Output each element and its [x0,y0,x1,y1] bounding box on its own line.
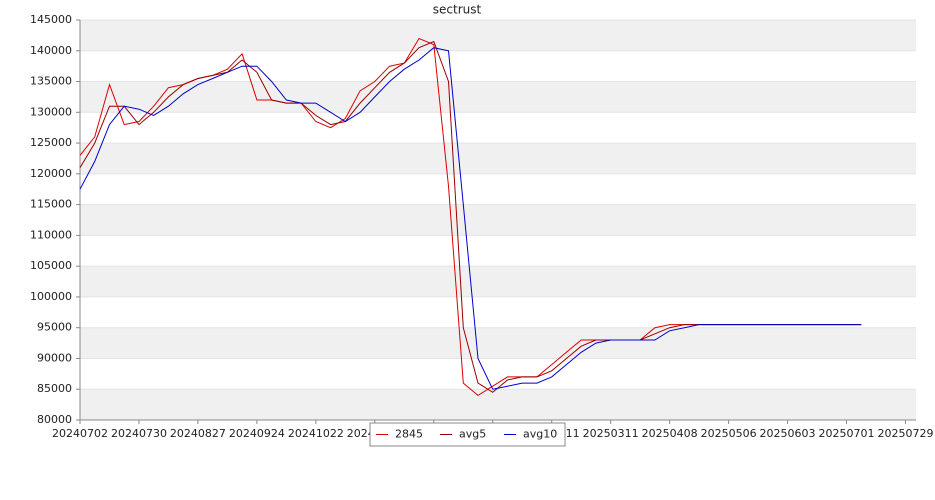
y-tick-label: 140000 [30,44,72,57]
x-tick-label: 20240730 [111,427,167,440]
x-tick-label: 20250408 [642,427,698,440]
x-tick-label: 20250603 [760,427,816,440]
y-tick-label: 145000 [30,13,72,26]
y-tick-label: 135000 [30,75,72,88]
legend-box [369,422,566,447]
x-tick-label: 20250701 [819,427,875,440]
legend-label: avg5 [459,428,486,441]
grid-band [80,266,916,297]
x-tick-label: 20240702 [52,427,108,440]
y-tick-label: 90000 [37,351,72,364]
chart-title: sectrust [433,3,482,17]
legend-label: 2845 [395,428,423,441]
x-tick-label: 20250311 [583,427,639,440]
grid-band [80,143,916,174]
grid-band [80,327,916,359]
y-tick-label: 85000 [37,382,72,395]
grid-band [80,204,916,236]
x-tick-label: 20240827 [170,427,226,440]
y-tick-label: 130000 [30,105,72,118]
series-line [79,47,862,390]
y-tick-label: 105000 [30,259,72,272]
x-tick-label: 20240924 [229,427,285,440]
y-tick-label: 100000 [30,290,72,303]
y-tick-label: 115000 [30,198,72,211]
y-tick-label: 125000 [30,136,72,149]
x-tick-label: 20250506 [701,427,757,440]
legend-label: avg10 [523,428,557,441]
legend: 2845 avg5 avg10 [369,422,566,447]
grid-band [80,20,916,51]
y-tick-label: 80000 [37,413,72,426]
y-tick-label: 120000 [30,167,72,180]
x-tick-label: 20241022 [288,427,344,440]
y-tick-label: 110000 [30,228,72,241]
grid-band [80,81,916,113]
y-tick-label: 95000 [37,321,72,334]
grid-band [80,389,916,420]
x-tick-label: 20250729 [877,427,933,440]
